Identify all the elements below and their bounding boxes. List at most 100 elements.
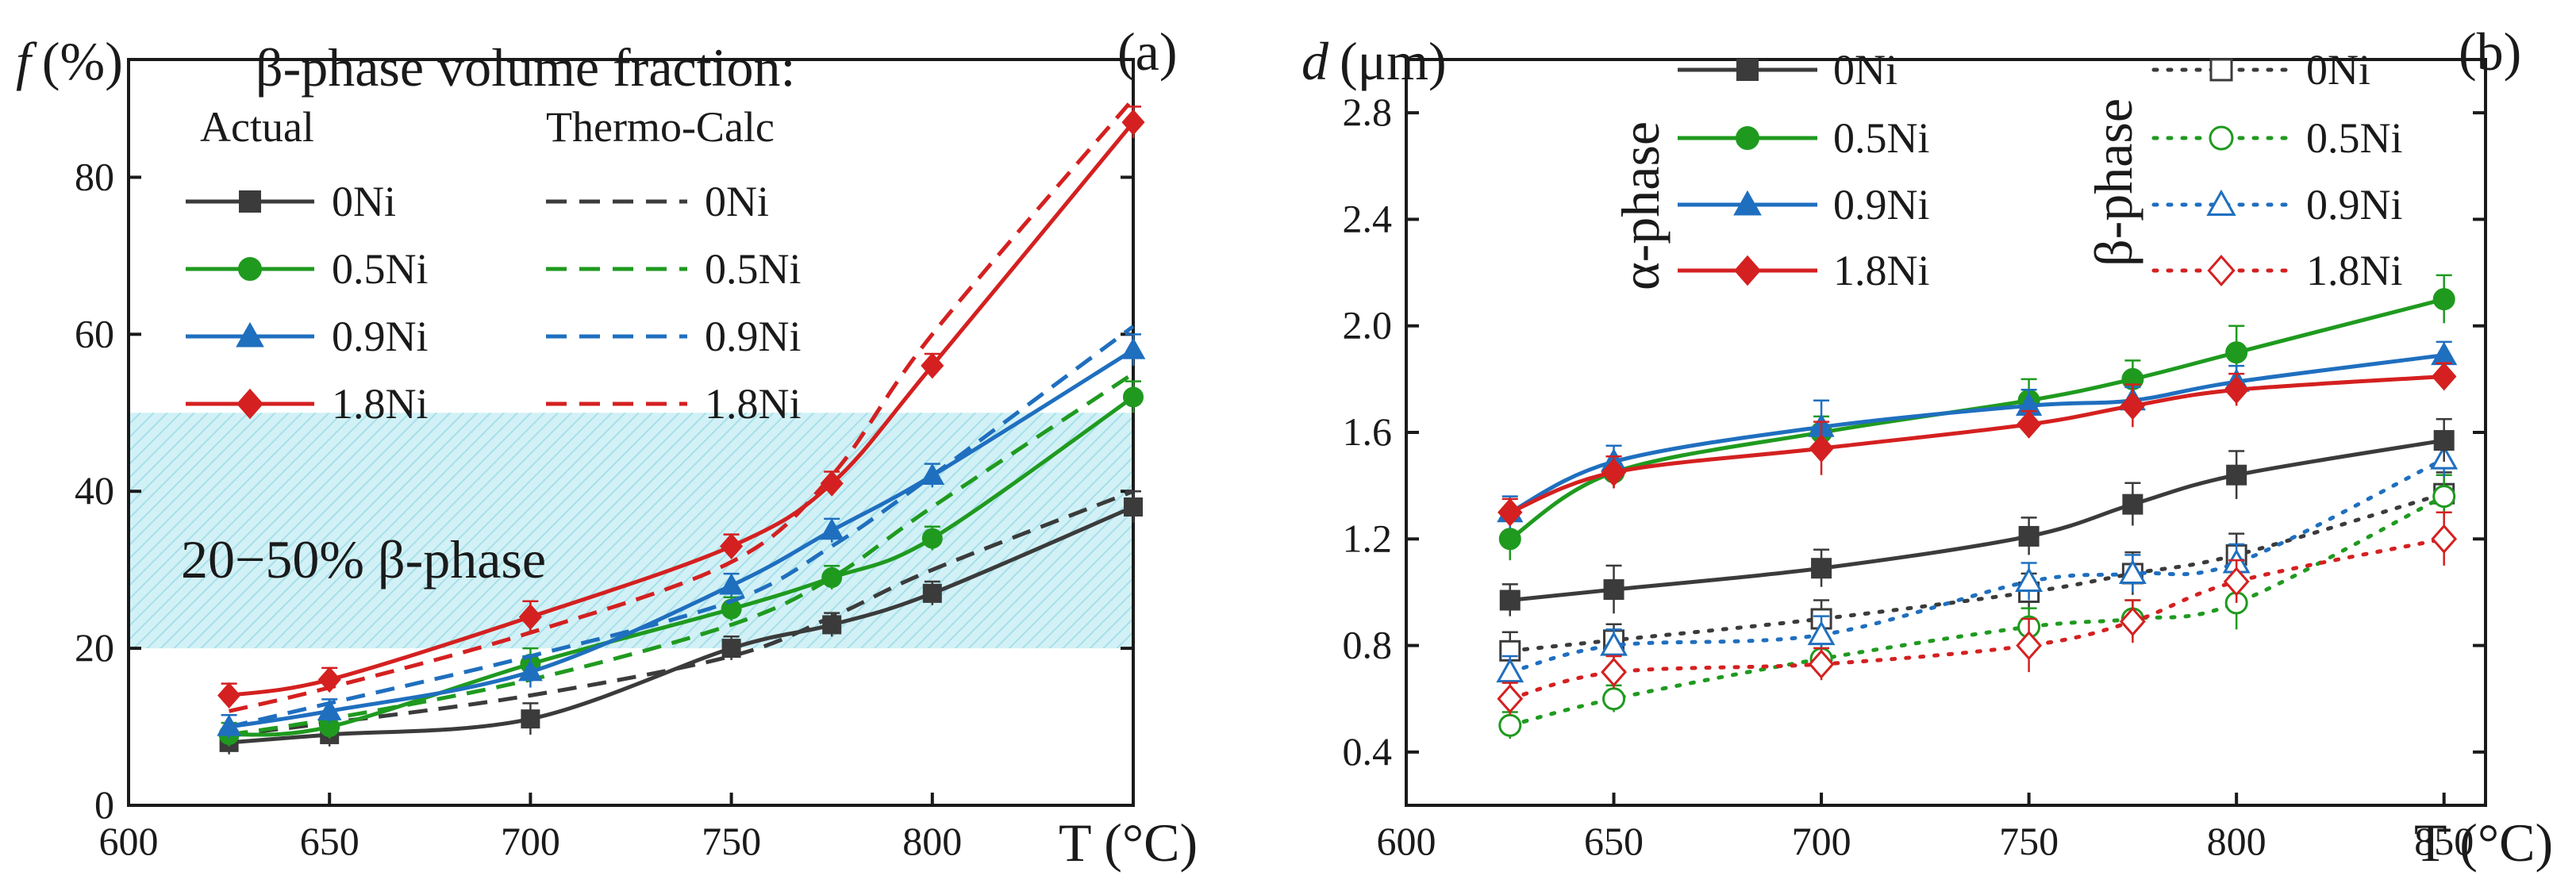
panel-a-series — [217, 97, 1146, 755]
x-tick-label: 800 — [902, 819, 962, 863]
beta-point-1.8Ni — [1497, 684, 1524, 714]
beta-line-0.9Ni — [1508, 457, 2447, 674]
data-point-0.9Ni — [819, 518, 844, 540]
legend-marker-0Ni — [239, 190, 261, 213]
panel-a-label: (a) — [1117, 21, 1177, 82]
x-tick-label: 850 — [2414, 819, 2474, 863]
data-point-1.8Ni — [720, 533, 744, 559]
alpha-point-0.5Ni — [2432, 288, 2455, 311]
alpha-point-0.9Ni — [2431, 341, 2458, 366]
y-tick-label: 60 — [75, 311, 114, 355]
legend-marker-1.8Ni — [1734, 255, 1761, 286]
legend-marker-beta-0.9Ni — [2206, 189, 2236, 216]
data-point-0.9Ni — [518, 659, 543, 682]
data-point-0.9Ni — [719, 573, 744, 595]
data-point-1.8Ni — [820, 470, 844, 497]
legend-beta-label-0.5Ni: 0.5Ni — [2306, 114, 2403, 162]
data-point-0Ni — [1124, 497, 1143, 517]
alpha-point-1.8Ni — [1809, 434, 1834, 463]
legend-marker-beta-1.8Ni — [2207, 255, 2236, 286]
alpha-point-0Ni — [2433, 430, 2455, 451]
panel-a-axes: 600 650 700 750 800 0 20 40 60 80 — [75, 58, 1135, 863]
beta-point-0.9Ni — [1496, 658, 1524, 683]
panel-b-axes: 600 650 700 750 800 850 0.4 0.8 1.2 1.6 2.0 2.4 2.8 — [1343, 58, 2487, 863]
legend-label-0Ni: 0Ni — [332, 178, 396, 225]
beta-point-1.8Ni — [1808, 649, 1835, 679]
x-tick-label: 750 — [1999, 819, 2059, 863]
data-point-1.8Ni — [518, 604, 542, 630]
legend-header-actual: Actual — [200, 103, 314, 151]
y-tick-label: 1.2 — [1343, 516, 1393, 560]
legend-calc-label-0.5Ni: 0.5Ni — [705, 245, 802, 293]
band-label: 20−50% β-phase — [181, 529, 546, 590]
beta-phase-label: β-phase — [2083, 98, 2143, 267]
x-tick-label: 650 — [300, 819, 359, 863]
x-tick-label: 650 — [1584, 819, 1644, 863]
panel-b-series — [1496, 274, 2459, 739]
legend-marker-beta-0Ni — [2209, 58, 2233, 82]
panel-a-legend: 0Ni 0Ni 0.5Ni 0.5Ni 0.9Ni 0.9Ni 1.8Ni 1.8Ni — [186, 178, 802, 428]
alpha-point-0Ni — [1811, 558, 1832, 579]
beta-point-1.8Ni — [2016, 630, 2043, 661]
beta-point-1.8Ni — [2119, 606, 2146, 636]
beta-point-1.8Ni — [1601, 657, 1627, 687]
thermocalc-line-0.9Ni — [229, 325, 1135, 729]
beta-point-0.5Ni — [2432, 485, 2456, 509]
data-point-1.8Ni — [317, 666, 341, 693]
y-tick-label: 0.8 — [1343, 623, 1393, 667]
data-point-1.8Ni — [217, 682, 241, 709]
thermocalc-line-0Ni — [229, 489, 1134, 737]
y-tick-label: 80 — [75, 154, 114, 198]
alpha-point-1.8Ni — [2431, 362, 2457, 391]
alpha-point-1.8Ni — [1601, 458, 1627, 487]
legend-beta-label-0.9Ni: 0.9Ni — [2306, 181, 2403, 229]
alpha-line-1.8Ni — [1509, 374, 2444, 515]
thermocalc-line-1.8Ni — [229, 97, 1135, 713]
alpha-point-1.8Ni — [1498, 497, 1523, 527]
y-tick-label: 20 — [75, 625, 114, 670]
y-tick-label: 2.8 — [1343, 90, 1393, 134]
legend-label-0.5Ni: 0.5Ni — [332, 245, 429, 293]
y-tick-label: 0 — [94, 782, 114, 827]
alpha-line-0.5Ni — [1509, 297, 2445, 541]
data-point-0.9Ni — [217, 714, 241, 736]
legend-marker-0.9Ni — [1733, 190, 1762, 216]
legend-label-0.9Ni: 0.9Ni — [332, 313, 429, 360]
legend-label-1.8Ni: 1.8Ni — [332, 380, 429, 428]
alpha-point-0.5Ni — [1498, 528, 1521, 551]
panel-a-y-label: f (%) — [16, 31, 123, 91]
beta-point-0.9Ni — [2015, 567, 2043, 593]
panel-b-legend: 0Ni 0.5Ni 0.9Ni 1.8Ni 0Ni 0.5Ni 0.9Ni 1.8Ni — [1678, 46, 2403, 294]
alpha-line-0.9Ni — [1509, 353, 2445, 514]
x-tick-label: 700 — [1792, 819, 1851, 863]
data-point-0Ni — [721, 639, 741, 659]
legend-label-0Ni: 0Ni — [1833, 46, 1897, 94]
legend-marker-beta-0.5Ni — [2209, 125, 2234, 151]
y-tick-label: 1.6 — [1343, 409, 1393, 454]
data-point-0.5Ni — [921, 528, 943, 549]
alpha-point-0Ni — [1499, 590, 1521, 611]
y-tick-label: 40 — [75, 468, 114, 513]
legend-label-0.5Ni: 0.5Ni — [1833, 114, 1930, 162]
data-point-0Ni — [822, 615, 842, 635]
data-point-0.5Ni — [821, 567, 843, 589]
alpha-point-0.5Ni — [2225, 341, 2248, 364]
panel-a-title: β-phase volume fraction: — [256, 37, 795, 98]
alpha-point-1.8Ni — [2224, 375, 2249, 405]
legend-marker-0.9Ni — [236, 321, 264, 348]
beta-point-0.9Ni — [1807, 620, 1836, 646]
plot-frame — [127, 58, 1135, 807]
legend-label-0.9Ni: 0.9Ni — [1833, 181, 1930, 229]
x-tick-label: 600 — [99, 819, 159, 863]
x-tick-label: 600 — [1377, 819, 1436, 863]
beta-line-0Ni — [1508, 491, 2447, 653]
legend-calc-label-0.9Ni: 0.9Ni — [705, 313, 802, 360]
data-point-0.9Ni — [920, 463, 945, 485]
alpha-point-1.8Ni — [2016, 410, 2042, 439]
legend-marker-0Ni — [1736, 59, 1759, 81]
y-tick-label: 2.0 — [1343, 303, 1393, 348]
panel-b-y-label: d (μm) — [1301, 31, 1447, 91]
x-tick-label: 750 — [702, 819, 761, 863]
plot-frame — [1405, 58, 2487, 807]
panel-b-chart: 600 650 700 750 800 8500.40.81.21.62.02.42.8 … — [1301, 21, 2553, 873]
